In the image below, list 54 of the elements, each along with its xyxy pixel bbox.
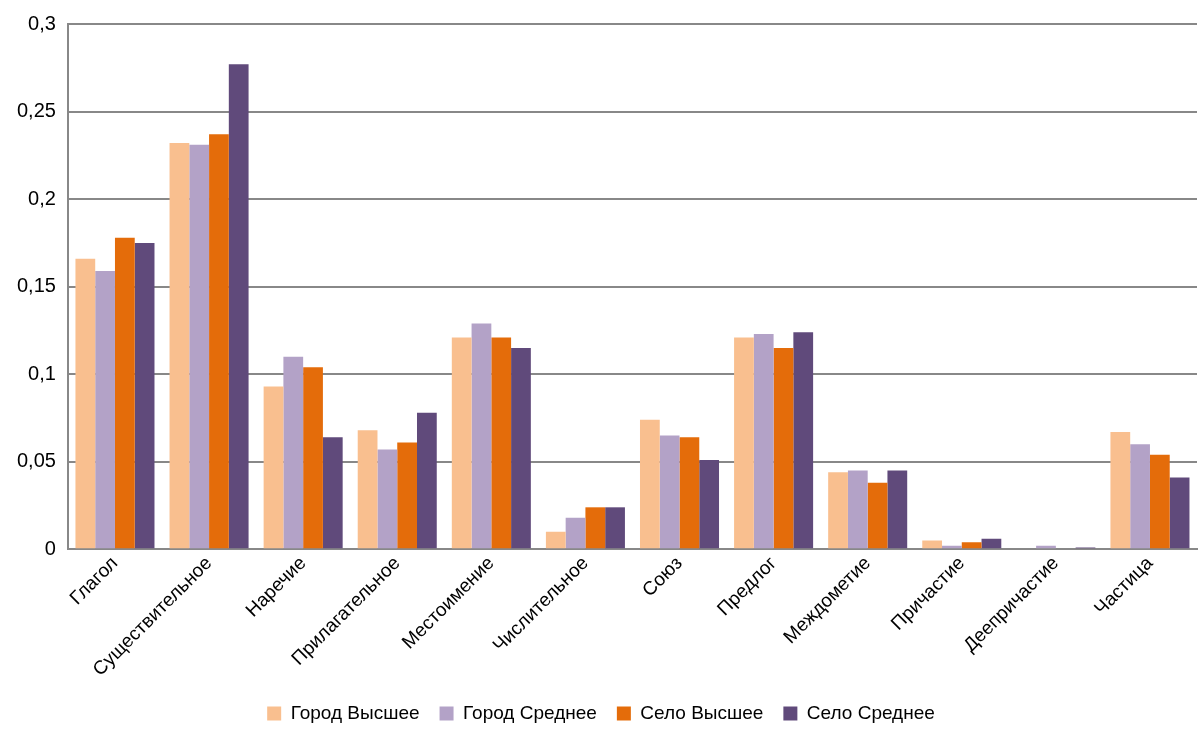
bar	[169, 143, 190, 549]
legend-label: Село Среднее	[806, 701, 935, 723]
bar	[793, 332, 814, 549]
bar	[471, 323, 492, 549]
bar	[847, 470, 868, 549]
legend-label: Село Высшее	[640, 701, 764, 723]
bar	[283, 356, 304, 549]
bar	[263, 386, 284, 549]
bar	[565, 517, 586, 549]
bar	[887, 470, 908, 549]
bar	[961, 542, 982, 549]
bar	[981, 538, 1002, 549]
bar	[585, 507, 606, 549]
bar	[639, 419, 660, 549]
y-tick-label: 0,2	[28, 186, 56, 209]
bar	[303, 367, 323, 549]
bar	[209, 134, 229, 549]
bar	[545, 531, 566, 549]
bar	[1130, 444, 1150, 549]
bar	[773, 347, 794, 549]
bar	[228, 64, 249, 549]
bar	[397, 442, 417, 549]
bar	[95, 270, 115, 549]
y-tick-label: 0,1	[28, 361, 56, 384]
bar	[1110, 432, 1131, 549]
y-tick-label: 0,05	[16, 449, 56, 472]
y-tick-label: 0,3	[28, 11, 56, 34]
y-tick-label: 0	[44, 536, 56, 559]
legend-label: Город Высшее	[290, 701, 420, 723]
bar	[922, 540, 943, 549]
bar	[753, 333, 774, 549]
bar	[605, 507, 625, 549]
bar	[699, 460, 720, 549]
bar	[377, 449, 398, 549]
bar	[189, 144, 210, 549]
legend-label: Город Среднее	[463, 701, 597, 723]
bar	[491, 337, 512, 549]
bar	[322, 437, 343, 549]
bar	[75, 258, 96, 549]
bar	[511, 347, 531, 549]
bar	[357, 430, 378, 549]
bar	[417, 412, 437, 549]
bar	[828, 472, 848, 549]
y-tick-label: 0,25	[16, 99, 56, 122]
bar	[867, 482, 888, 549]
bar	[451, 337, 472, 549]
bar	[679, 437, 700, 549]
y-tick-label: 0,15	[16, 274, 56, 297]
bar	[114, 237, 135, 549]
bar	[1149, 454, 1170, 549]
bar	[1169, 477, 1190, 549]
bar	[734, 337, 754, 549]
bar	[134, 242, 155, 549]
bar	[659, 435, 680, 549]
